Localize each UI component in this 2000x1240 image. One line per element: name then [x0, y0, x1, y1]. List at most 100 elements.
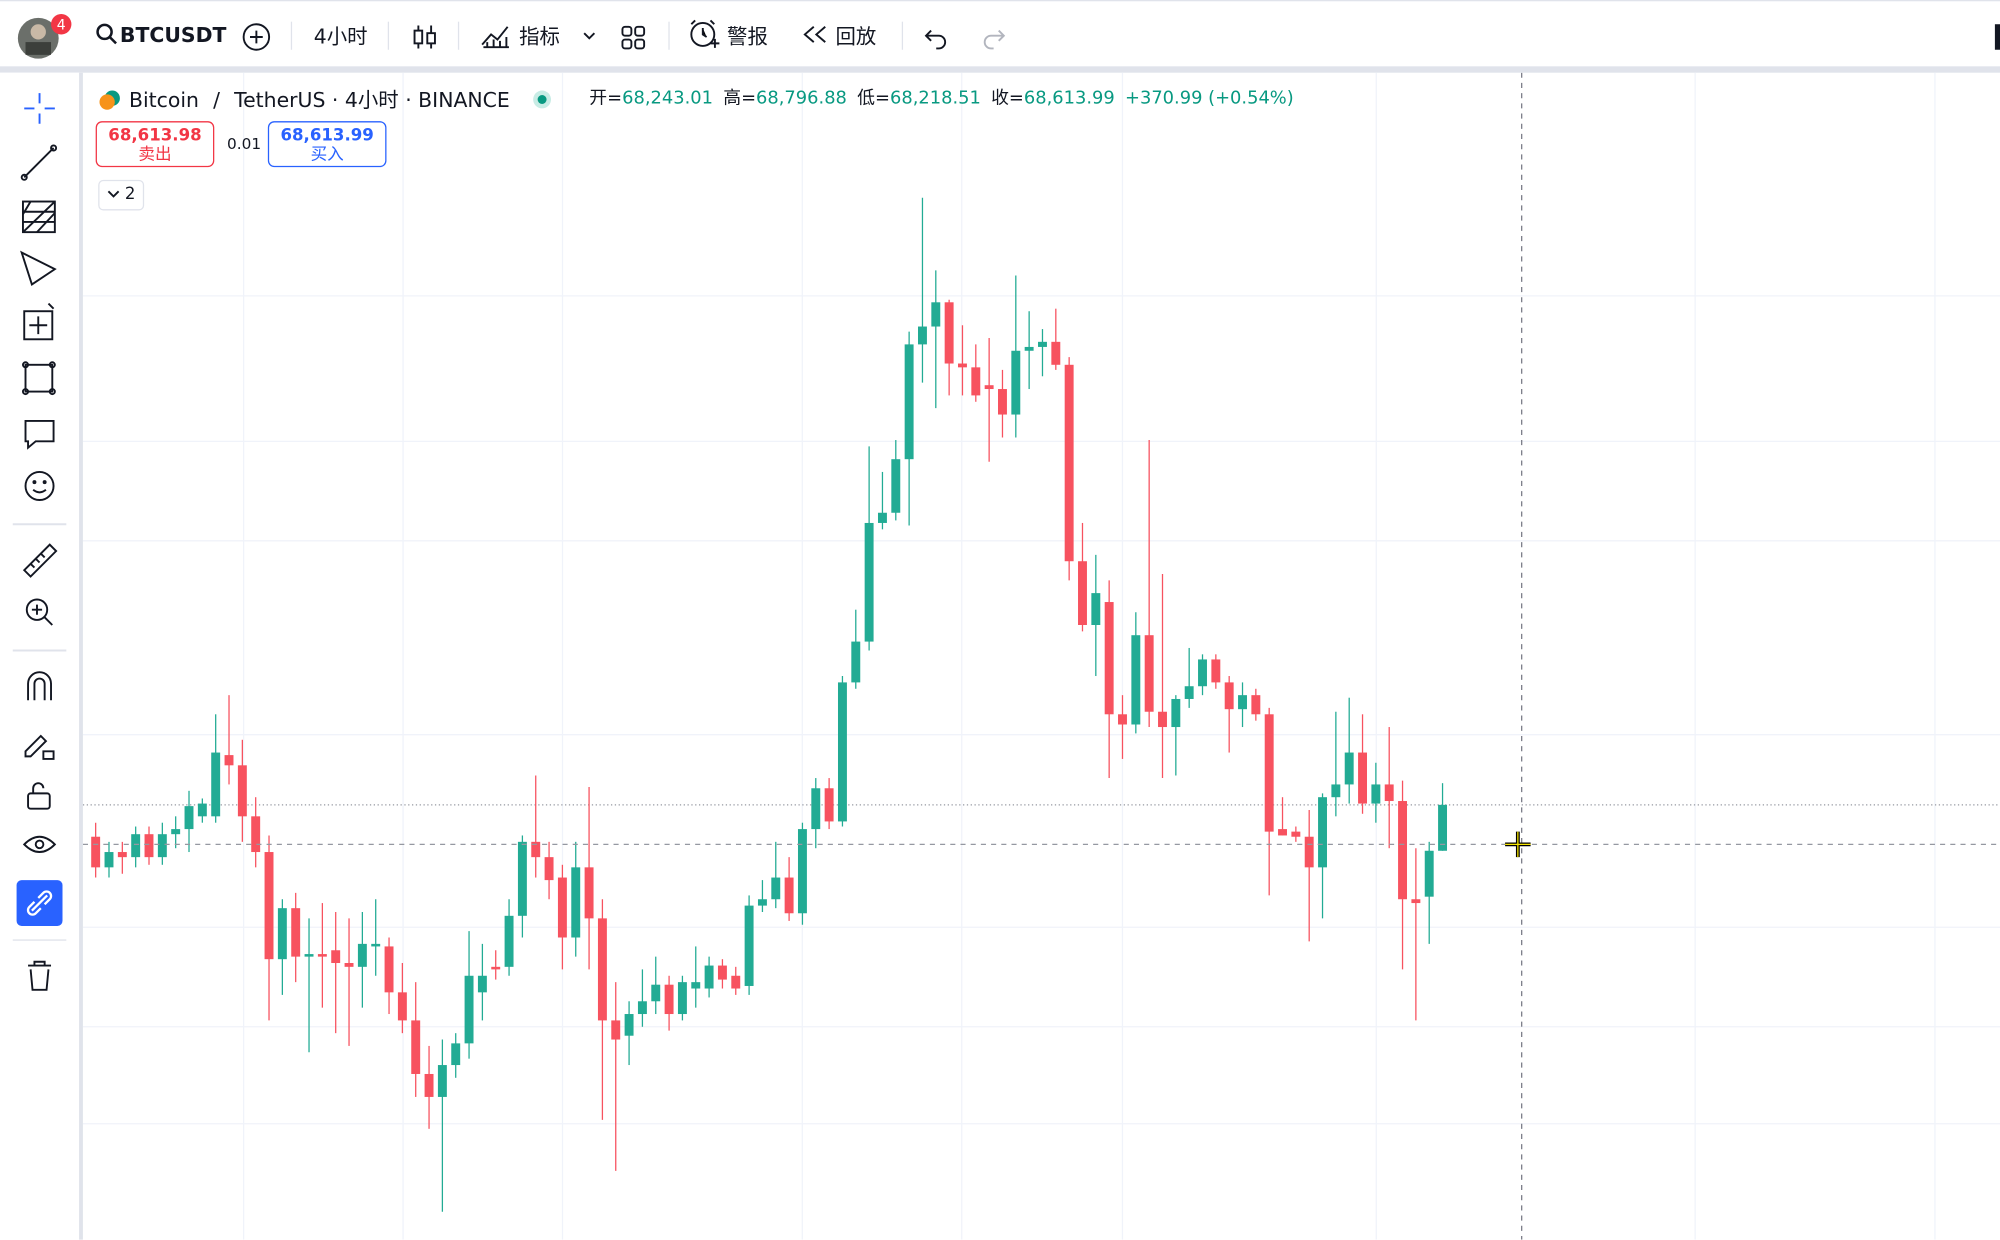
- candle-body: [664, 984, 674, 1015]
- candle-body: [251, 816, 261, 853]
- candle-body: [117, 852, 127, 858]
- candle-body: [1224, 682, 1234, 710]
- interval: 4小时: [313, 24, 368, 49]
- icon-tool[interactable]: [24, 470, 55, 501]
- lock-drawing-tool[interactable]: [24, 734, 55, 760]
- redo-button[interactable]: [980, 26, 1008, 52]
- candle-body: [1398, 801, 1408, 900]
- replay-label: 回放: [835, 24, 877, 49]
- undo-button[interactable]: [922, 26, 950, 52]
- candle-body: [211, 752, 221, 817]
- candle-body: [624, 1014, 634, 1036]
- magnet-tool[interactable]: [27, 671, 52, 701]
- lock-tool[interactable]: [27, 782, 51, 810]
- candle-body: [1158, 711, 1167, 728]
- chart-type-button[interactable]: [411, 22, 442, 53]
- compare-button[interactable]: [241, 22, 272, 53]
- ohlc-value: 68,243.01: [622, 88, 714, 109]
- measure-tool[interactable]: [22, 543, 58, 578]
- fib-tool[interactable]: [22, 200, 56, 234]
- ohlc-label: 收=: [991, 88, 1024, 109]
- candle-body: [677, 982, 687, 1015]
- alert-button[interactable]: 警报: [687, 1, 768, 67]
- candle-body: [1051, 341, 1061, 365]
- candle-body: [864, 522, 874, 642]
- sell-label: 卖出: [138, 145, 172, 165]
- crosshair-tool[interactable]: [24, 93, 55, 124]
- separator: [457, 21, 460, 50]
- candle-body: [944, 302, 954, 364]
- interval-button[interactable]: 4小时: [314, 1, 368, 67]
- indicators-button[interactable]: 指标: [480, 1, 560, 67]
- buy-button[interactable]: 68,613.99 买入: [267, 121, 387, 168]
- trend-line-tool[interactable]: [20, 144, 58, 181]
- search-icon: [96, 23, 117, 45]
- indicators-label: 指标: [519, 24, 560, 49]
- candle-body: [1198, 659, 1207, 687]
- spread: 0.01: [227, 135, 262, 154]
- top-toolbar: 4 BTCUSDT 4小时 指标 警报 回放: [0, 0, 2000, 68]
- candle-body: [704, 965, 714, 989]
- candle-body: [437, 1065, 447, 1097]
- candle-body: [1131, 635, 1141, 725]
- indicator-collapse[interactable]: 2: [98, 179, 145, 211]
- delete-tool[interactable]: [28, 960, 52, 991]
- collapse-arrow: [107, 190, 120, 198]
- candle-body: [1211, 659, 1221, 683]
- avatar[interactable]: 4: [15, 14, 79, 65]
- candle-body: [731, 975, 741, 989]
- candle-body: [1438, 804, 1448, 851]
- symbol-logo: [99, 90, 120, 110]
- candle-body: [197, 803, 207, 817]
- candle-body: [517, 841, 527, 916]
- layout-button[interactable]: [620, 24, 648, 52]
- candle-body: [584, 867, 594, 919]
- candle-body: [331, 950, 341, 964]
- pattern-tool[interactable]: [20, 250, 57, 286]
- candle-body: [851, 641, 861, 683]
- candle-body: [597, 918, 607, 1021]
- candle-body: [131, 834, 141, 858]
- candle-body: [91, 836, 101, 868]
- candle-body: [1024, 346, 1034, 351]
- symbol: BTCUSDT: [119, 22, 227, 47]
- geometry-tool[interactable]: [22, 361, 56, 396]
- candle-body: [611, 1020, 621, 1040]
- visibility-tool[interactable]: [22, 835, 57, 853]
- projection-tool[interactable]: [23, 302, 55, 341]
- candle-body: [917, 326, 927, 345]
- candle-body: [1184, 686, 1194, 699]
- sell-price: 68,613.98: [108, 126, 202, 146]
- annotation-tool[interactable]: [24, 419, 55, 450]
- candle-body: [1038, 341, 1047, 347]
- ohlc-value: 68,613.99: [1023, 88, 1115, 109]
- candle-body: [291, 908, 301, 957]
- candle-body: [531, 841, 541, 858]
- alert-label: 警报: [727, 24, 768, 49]
- ohlc-label: 低=: [857, 88, 890, 109]
- candle-body: [464, 975, 474, 1044]
- dropdown-arrow[interactable]: [582, 29, 597, 42]
- candle-body: [317, 954, 327, 957]
- candle-body: [224, 755, 234, 766]
- ohlc-value: 68,796.88: [756, 88, 847, 109]
- candle-body: [1318, 797, 1327, 868]
- candle-body: [1264, 714, 1274, 832]
- ohlc-label: 开=: [589, 88, 623, 109]
- candle-body: [811, 788, 821, 830]
- zoom-tool[interactable]: [25, 598, 53, 626]
- candle-body: [691, 982, 701, 989]
- buy-label: 买入: [310, 145, 344, 165]
- candle-body: [1144, 635, 1154, 712]
- symbol-search[interactable]: BTCUSDT: [94, 1, 226, 67]
- chart-legend: Bitcoin / TetherUS · 4小时 · BINANCE: [97, 83, 560, 114]
- link-tool[interactable]: [16, 880, 63, 927]
- candle-body: [544, 857, 554, 881]
- replay-button[interactable]: 回放: [801, 1, 876, 67]
- candle-body: [891, 459, 901, 513]
- sell-button[interactable]: 68,613.98 卖出: [95, 121, 215, 168]
- separator: [290, 21, 293, 50]
- candle-body: [797, 829, 807, 914]
- ohlc-values: 开=68,243.01 高=68,796.88 低=68,218.51 收=68,61…: [589, 84, 1293, 110]
